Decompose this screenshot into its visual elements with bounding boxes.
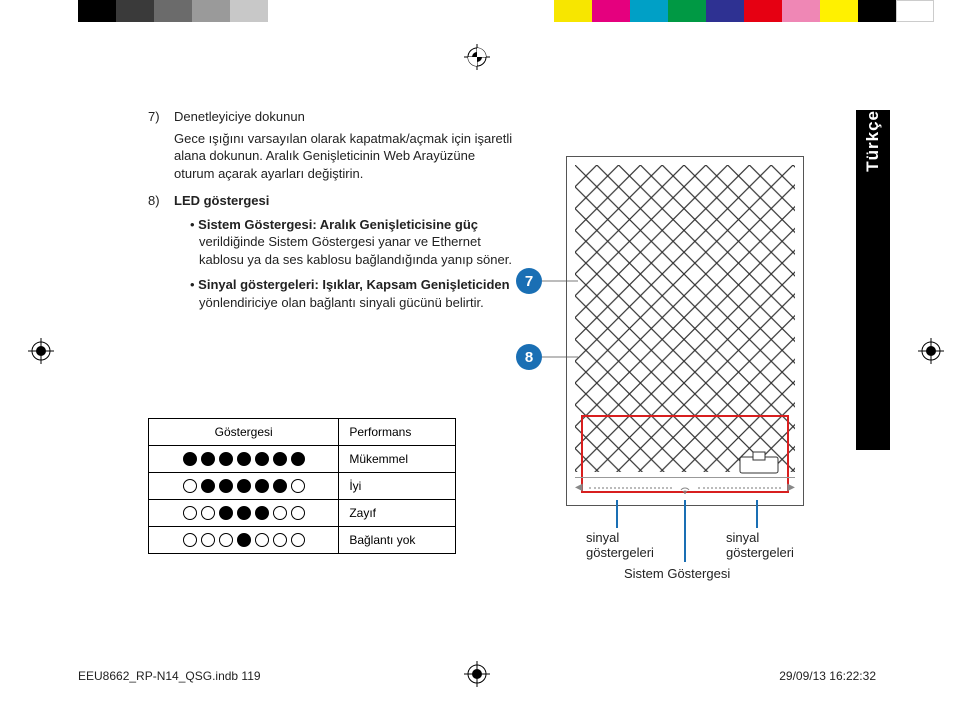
swatch: [706, 0, 744, 22]
indicator-dot: [273, 479, 287, 493]
table-row: Zayıf: [149, 500, 456, 527]
registration-mark-icon: [28, 338, 54, 364]
item-desc: Gece ışığını varsayılan olarak kapatmak/…: [174, 130, 518, 183]
indicator-dot: [255, 533, 269, 547]
indicator-dot: [183, 506, 197, 520]
swatch: [116, 0, 154, 22]
table-row: İyi: [149, 473, 456, 500]
swatch: [782, 0, 820, 22]
swatch: [230, 0, 268, 22]
swatch: [896, 0, 934, 22]
indicator-dot: [291, 506, 305, 520]
language-tab: Türkçe: [856, 110, 890, 450]
registration-mark-icon: [464, 44, 490, 70]
swatch: [630, 0, 668, 22]
device-diagram: ◀ ▶: [566, 156, 804, 506]
table-cell-label: Zayıf: [339, 500, 456, 527]
indicator-dot: [183, 479, 197, 493]
indicator-dot: [255, 479, 269, 493]
swatch: [592, 0, 630, 22]
table-header: Performans: [339, 419, 456, 446]
indicator-dot: [273, 452, 287, 466]
instruction-item-8: 8) LED göstergesi Sistem Göstergesi: Ara…: [148, 192, 518, 319]
swatch: [668, 0, 706, 22]
bullet-rest: yönlendiriciye olan bağlantı sinyali güc…: [199, 295, 484, 310]
swatch: [858, 0, 896, 22]
swatch: [744, 0, 782, 22]
indicator-dot: [291, 452, 305, 466]
indicator-dot: [237, 506, 251, 520]
instructions-column: 7) Denetleyiciye dokunun Gece ışığını va…: [148, 108, 518, 329]
callout-circle-8: 8: [516, 344, 542, 370]
bullet-row: Sistem Göstergesi: Aralık Genişleticisin…: [190, 216, 518, 269]
indicator-dot: [237, 533, 251, 547]
bullet-bold: Sinyal göstergeleri: Işıklar, Kapsam Gen…: [198, 277, 509, 292]
indicator-dot: [183, 452, 197, 466]
diagram-label-center: Sistem Göstergesi: [624, 566, 730, 581]
leader-line: [756, 500, 758, 528]
leader-line: [684, 500, 686, 562]
table-row: Mükemmel: [149, 446, 456, 473]
indicator-dot: [219, 533, 233, 547]
table-cell-label: İyi: [339, 473, 456, 500]
diagram-label-right: sinyal göstergeleri: [726, 530, 816, 560]
bullet-row: Sinyal göstergeleri: Işıklar, Kapsam Gen…: [190, 276, 518, 311]
swatch: [554, 0, 592, 22]
indicator-dot: [273, 533, 287, 547]
swatch: [820, 0, 858, 22]
indicator-dot: [201, 479, 215, 493]
footer-right: 29/09/13 16:22:32: [779, 669, 876, 683]
item-number: 7): [148, 108, 174, 182]
indicator-dot: [255, 506, 269, 520]
indicator-dot: [237, 479, 251, 493]
table-cell-label: Mükemmel: [339, 446, 456, 473]
indicator-dot: [273, 506, 287, 520]
table-row: Bağlantı yok: [149, 527, 456, 554]
leader-line: [616, 500, 618, 528]
bullet-bold: Sistem Göstergesi: Aralık Genişleticisin…: [198, 217, 478, 232]
arrow-right-icon: ▶: [787, 482, 795, 493]
print-color-bar: [78, 0, 934, 22]
table-cell-dots: [149, 473, 339, 500]
indicator-dot: [201, 533, 215, 547]
indicator-dot: [201, 506, 215, 520]
registration-mark-icon: [918, 338, 944, 364]
indicator-dot: [219, 452, 233, 466]
item-title: Denetleyiciye dokunun: [174, 108, 518, 126]
indicator-dot: [219, 479, 233, 493]
indicator-dot: [291, 479, 305, 493]
table-header: Göstergesi: [149, 419, 339, 446]
page-footer: EEU8662_RP-N14_QSG.indb 119 29/09/13 16:…: [78, 669, 876, 683]
indicator-dot: [255, 452, 269, 466]
table-cell-dots: [149, 500, 339, 527]
indicator-bar: ◀ ▶: [575, 477, 795, 497]
callout-circle-7: 7: [516, 268, 542, 294]
indicator-table: Göstergesi Performans MükemmelİyiZayıfBa…: [148, 418, 456, 554]
indicator-dot: [183, 533, 197, 547]
footer-left: EEU8662_RP-N14_QSG.indb 119: [78, 669, 261, 683]
item-number: 8): [148, 192, 174, 319]
indicator-dot: [219, 506, 233, 520]
diagram-label-left: sinyal göstergeleri: [586, 530, 676, 560]
instruction-item-7: 7) Denetleyiciye dokunun Gece ışığını va…: [148, 108, 518, 182]
swatch: [192, 0, 230, 22]
indicator-dot: [291, 533, 305, 547]
indicator-dot: [237, 452, 251, 466]
swatch: [78, 0, 116, 22]
language-label: Türkçe: [863, 110, 883, 198]
bullet-rest: verildiğinde Sistem Göstergesi yanar ve …: [199, 234, 512, 267]
item-title: LED göstergesi: [174, 192, 518, 210]
table-cell-dots: [149, 446, 339, 473]
table-cell-dots: [149, 527, 339, 554]
arrow-left-icon: ◀: [575, 482, 583, 493]
wifi-center-icon: [678, 481, 692, 495]
connector-icon: [739, 451, 779, 477]
indicator-dot: [201, 452, 215, 466]
table-cell-label: Bağlantı yok: [339, 527, 456, 554]
swatch: [154, 0, 192, 22]
